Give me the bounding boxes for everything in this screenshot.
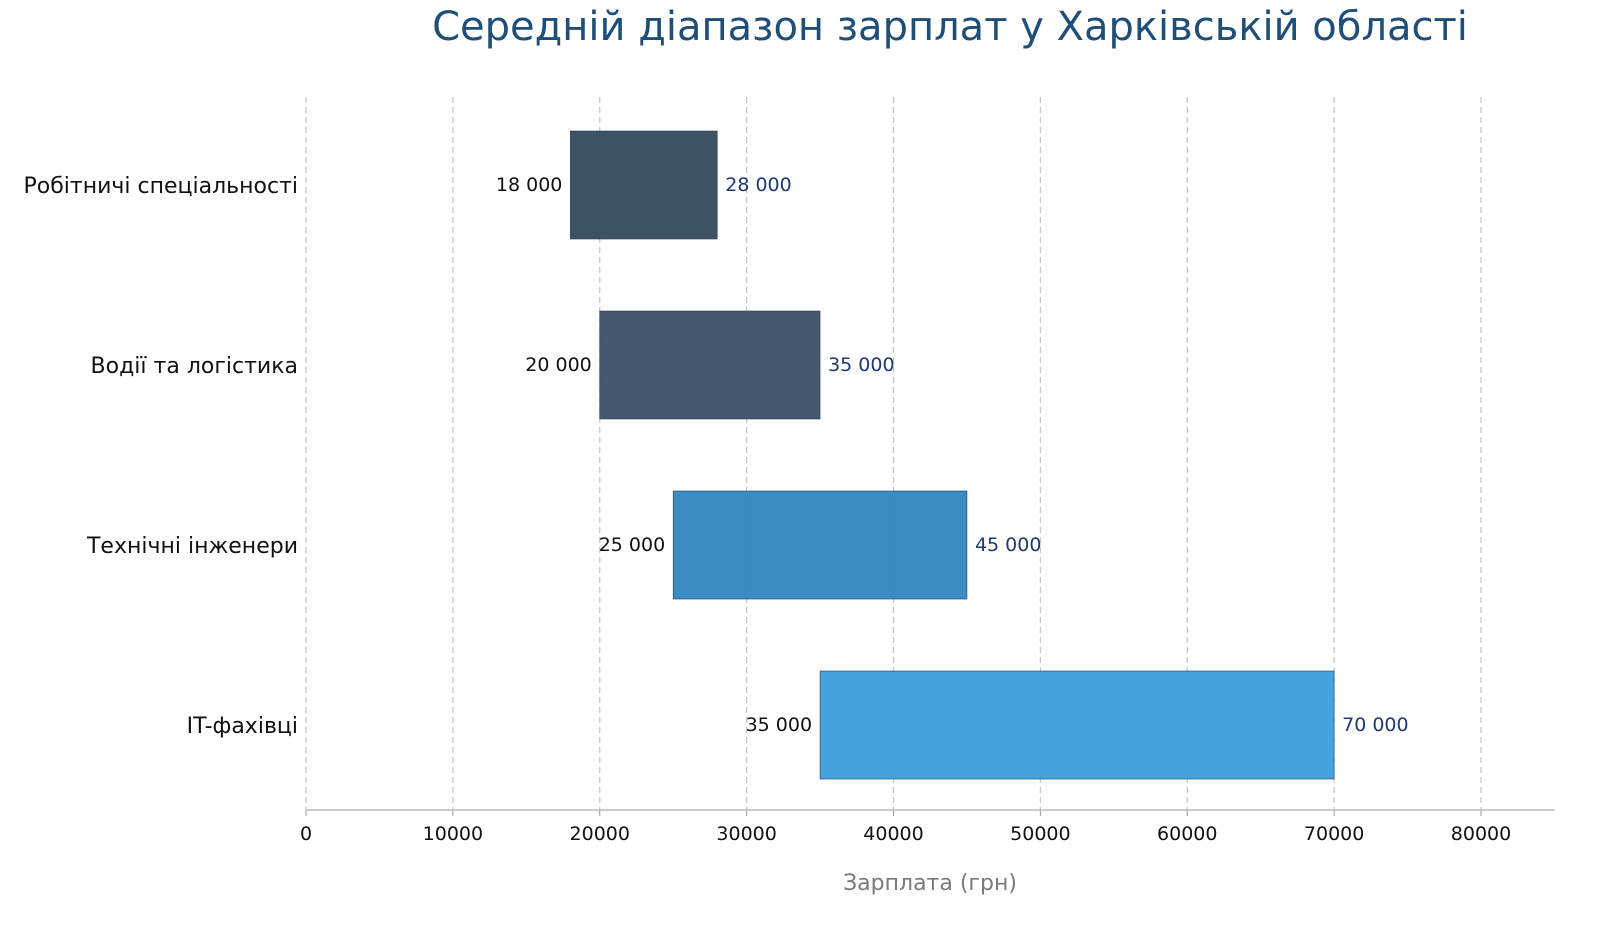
bars <box>570 130 1335 780</box>
high-value-label: 28 000 <box>725 174 791 196</box>
category-label: IT-фахівці <box>187 714 298 739</box>
x-tick-label: 30000 <box>716 823 776 845</box>
chart-title: Середній діапазон зарплат у Харківській … <box>432 4 1468 50</box>
range-bar <box>599 310 821 420</box>
range-bar <box>570 130 718 240</box>
category-label: Робітничі спеціальності <box>24 174 298 199</box>
x-tick-label: 10000 <box>423 823 483 845</box>
x-tick-label: 20000 <box>570 823 630 845</box>
low-value-label: 18 000 <box>496 174 562 196</box>
high-value-label: 45 000 <box>975 534 1041 556</box>
high-value-label: 35 000 <box>828 354 894 376</box>
category-label: Водії та логістика <box>91 354 298 379</box>
x-tick-label: 80000 <box>1451 823 1511 845</box>
range-bar <box>672 490 968 600</box>
x-tick-label: 40000 <box>863 823 923 845</box>
x-tick-label: 60000 <box>1157 823 1217 845</box>
low-value-label: 35 000 <box>746 714 812 736</box>
x-tick-label: 0 <box>300 823 312 845</box>
category-labels: Робітничі спеціальності Водії та логістик… <box>24 174 298 739</box>
value-labels: 18 000 28 000 20 000 35 000 25 000 45 000 35 0… <box>496 174 1409 736</box>
range-bar <box>819 670 1335 780</box>
x-axis-label: Зарплата (грн) <box>843 871 1017 896</box>
high-value-label: 70 000 <box>1342 714 1408 736</box>
x-tick-label: 70000 <box>1304 823 1364 845</box>
category-label: Технічні інженери <box>86 534 298 559</box>
x-tick-label: 50000 <box>1010 823 1070 845</box>
x-axis: 0 10000 20000 30000 40000 50000 60000 70000 8000… <box>300 809 1555 845</box>
low-value-label: 25 000 <box>599 534 665 556</box>
low-value-label: 20 000 <box>525 354 591 376</box>
